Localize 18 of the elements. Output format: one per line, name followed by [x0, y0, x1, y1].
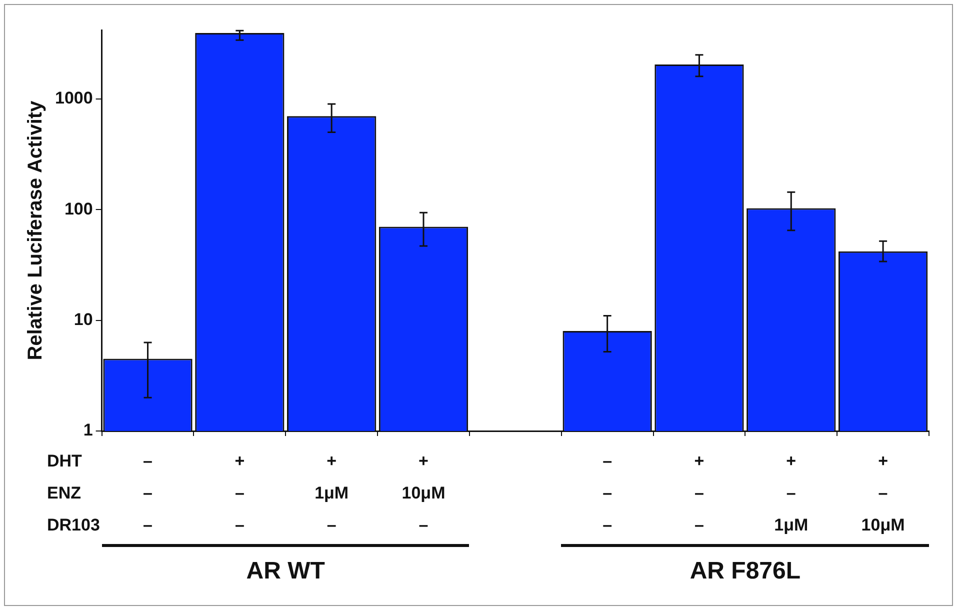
y-tick-label: 10: [74, 310, 93, 330]
x-tick-label: + – 10μM: [861, 452, 905, 535]
text: DHT: [47, 452, 83, 471]
y-tick-label: 1000: [54, 88, 93, 108]
x-tick-label: + – 1μM: [774, 452, 808, 535]
x-tick-label: + 1μM –: [314, 452, 349, 535]
x-tick-label: + – –: [234, 452, 245, 535]
y-tick-label: 100: [64, 199, 93, 218]
text: AR F876L: [690, 558, 801, 585]
text: DR103: [47, 516, 100, 535]
x-tick-label: – – –: [143, 452, 153, 535]
y-axis-title: Relative Luciferase Activity: [24, 100, 47, 360]
y-tick-label: 1: [83, 420, 93, 440]
text: ENZ: [47, 484, 81, 503]
x-tick-label: + – –: [694, 452, 704, 535]
text: AR WT: [246, 558, 326, 585]
x-tick-label: – – –: [602, 452, 612, 535]
x-tick-label: + 10μM –: [402, 452, 446, 535]
